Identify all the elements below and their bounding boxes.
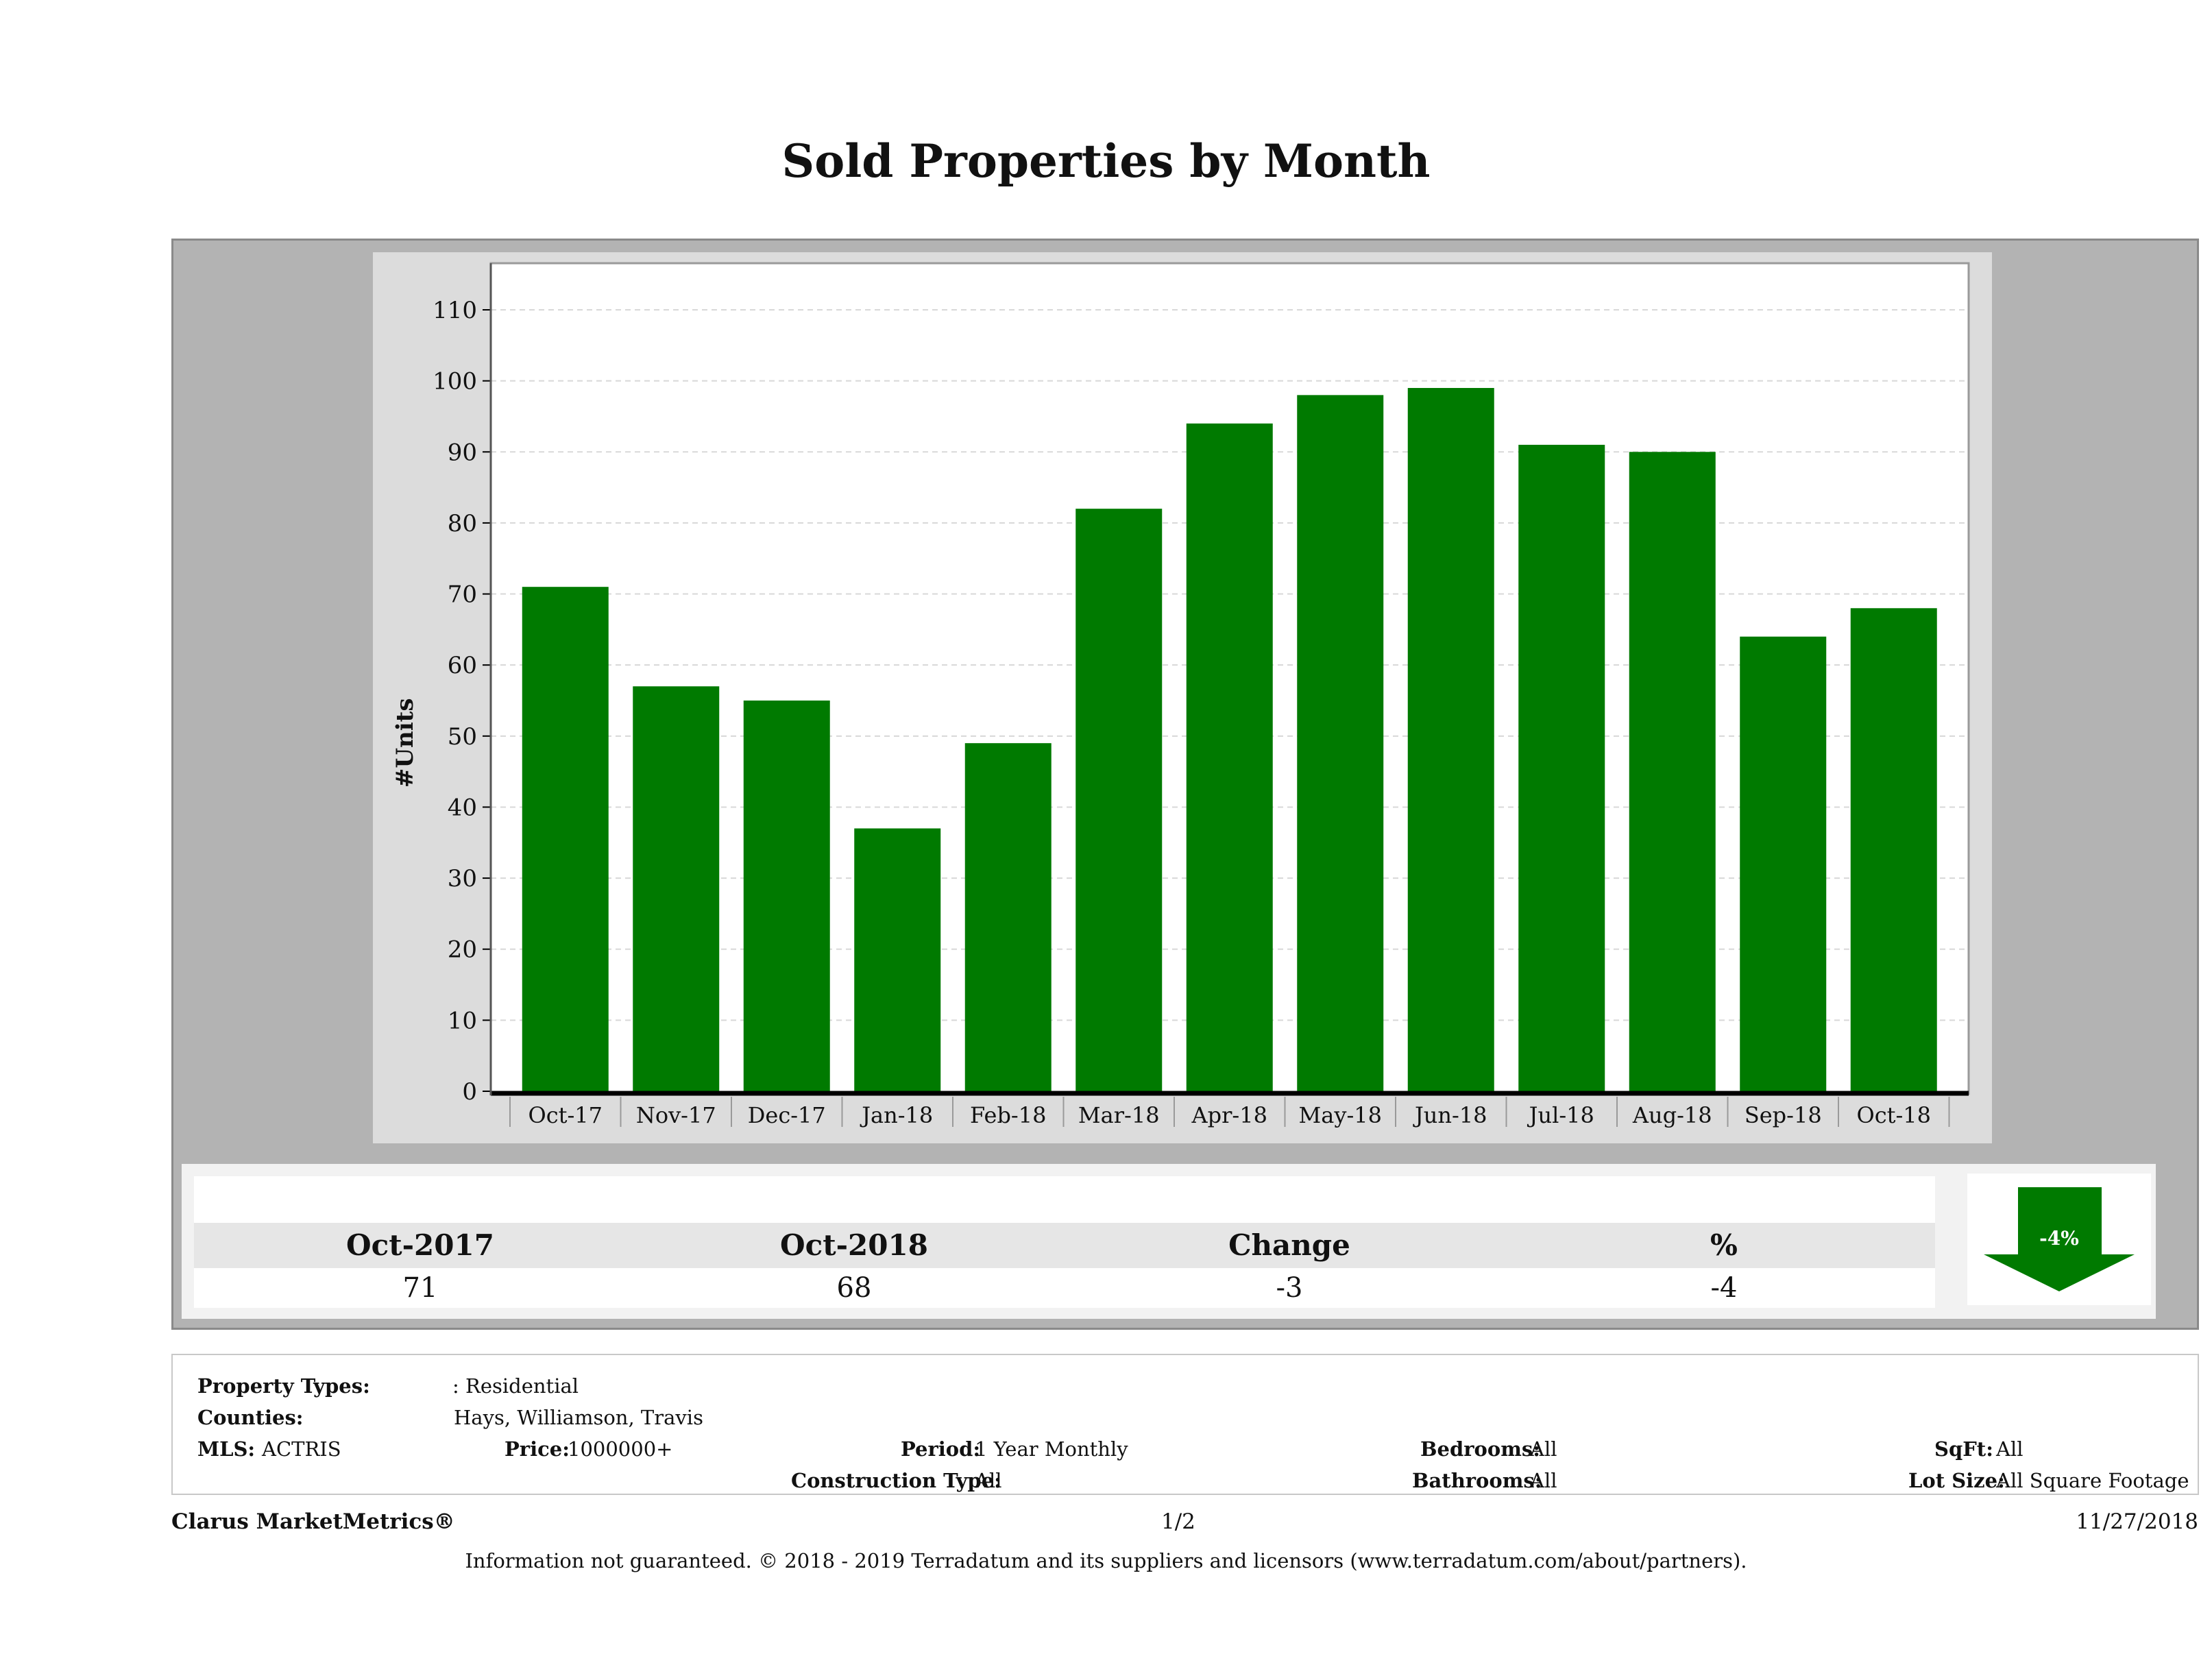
chart-title: Sold Properties by Month <box>781 134 1431 188</box>
x-tick-label-Mar-18: Mar-18 <box>1078 1102 1160 1128</box>
lot-size-value: All Square Footage <box>1996 1469 2189 1492</box>
bathrooms-label: Bathrooms: <box>1412 1469 1542 1492</box>
y-tick-label: 90 <box>448 439 477 466</box>
y-axis-title: #Units <box>391 698 419 788</box>
summary-header-curr-period: Oct-2018 <box>780 1228 928 1262</box>
price-value: 1000000+ <box>568 1437 673 1461</box>
chart-panel: 0 10 20 30 40 50 60 70 80 90 100 110 #Units Oct-17 Nov… <box>373 252 1992 1143</box>
summary-header-change: Change <box>1228 1228 1350 1262</box>
mls-value: ACTRIS <box>262 1437 341 1461</box>
x-tick-label-Jan-18: Jan-18 <box>860 1102 933 1128</box>
summary-value-prev-period: 71 <box>402 1272 438 1304</box>
property-types-value: : Residential <box>452 1374 579 1398</box>
lot-size-label: Lot Size: <box>1908 1469 2005 1492</box>
x-tick-label-Feb-18: Feb-18 <box>970 1102 1046 1128</box>
construction-type-value: All <box>975 1469 1002 1492</box>
x-tick-label-Nov-17: Nov-17 <box>636 1102 716 1128</box>
x-tick-label-Sep-18: Sep-18 <box>1745 1102 1822 1128</box>
x-tick-label-Apr-18: Apr-18 <box>1191 1102 1267 1128</box>
bar-Dec-17 <box>743 701 830 1091</box>
bedrooms-label: Bedrooms: <box>1420 1437 1540 1461</box>
x-tick-label-Jun-18: Jun-18 <box>1413 1102 1487 1128</box>
period-value: 1 Year Monthly <box>975 1437 1128 1461</box>
y-tick-label: 50 <box>448 723 477 751</box>
x-tick-label-Jul-18: Jul-18 <box>1527 1102 1594 1128</box>
x-tick-label-Aug-18: Aug-18 <box>1632 1102 1712 1128</box>
summary-value-percent: -4 <box>1710 1272 1738 1304</box>
y-tick-label: 40 <box>448 794 477 821</box>
trend-indicator: -4% <box>1967 1174 2151 1305</box>
price-label: Price: <box>505 1437 570 1461</box>
property-types-label: Property Types: <box>197 1374 370 1398</box>
bar-Oct-17 <box>522 587 609 1091</box>
sqft-label: SqFt: <box>1934 1437 1993 1461</box>
y-tick-label: 10 <box>448 1007 477 1034</box>
y-tick-label: 20 <box>448 936 477 964</box>
construction-type-label: Construction Type: <box>791 1469 1001 1492</box>
bar-Jan-18 <box>854 828 941 1091</box>
footer-disclaimer: Information not guaranteed. © 2018 - 201… <box>465 1549 1747 1572</box>
summary-value-row: 71 68 -3 -4 <box>194 1268 1935 1308</box>
mls-label: MLS: <box>197 1437 256 1461</box>
sqft-value: All <box>1996 1437 2023 1461</box>
bar-Jun-18 <box>1407 388 1494 1091</box>
bar-Nov-17 <box>633 686 720 1091</box>
down-arrow-icon <box>1984 1187 2135 1291</box>
y-tick-label: 100 <box>433 368 477 396</box>
bar-Feb-18 <box>964 743 1052 1091</box>
bar-Oct-18 <box>1850 608 1937 1091</box>
y-tick-label: 80 <box>448 510 477 537</box>
footer-brand: Clarus MarketMetrics® <box>171 1509 455 1534</box>
bar-Mar-18 <box>1075 509 1163 1091</box>
summary-header-percent: % <box>1710 1228 1738 1262</box>
x-tick-label-May-18: May-18 <box>1299 1102 1382 1128</box>
y-tick-label: 30 <box>448 865 477 892</box>
summary-header-prev-period: Oct-2017 <box>346 1228 494 1262</box>
counties-value: Hays, Williamson, Travis <box>454 1406 703 1429</box>
bar-Apr-18 <box>1186 423 1273 1091</box>
summary-header-row: Oct-2017 Oct-2018 Change % <box>194 1223 1935 1268</box>
y-tick-label: 110 <box>433 297 477 324</box>
summary-panel: Oct-2017 Oct-2018 Change % 71 68 -3 -4 -… <box>182 1164 2156 1319</box>
bar-Sep-18 <box>1740 636 1827 1091</box>
period-label: Period: <box>901 1437 981 1461</box>
bathrooms-value: All <box>1530 1469 1557 1492</box>
y-tick-label: 0 <box>462 1078 477 1106</box>
trend-percent-label: -4% <box>2039 1227 2079 1250</box>
summary-value-change: -3 <box>1276 1272 1303 1304</box>
summary-value-curr-period: 68 <box>836 1272 872 1304</box>
bar-Jul-18 <box>1518 444 1605 1091</box>
footer-date: 11/27/2018 <box>2076 1509 2198 1534</box>
y-tick-label: 70 <box>448 581 477 609</box>
y-tick-label: 60 <box>448 652 477 679</box>
bar-Aug-18 <box>1629 452 1716 1091</box>
counties-label: Counties: <box>197 1406 304 1429</box>
x-tick-label-Oct-18: Oct-18 <box>1856 1102 1931 1128</box>
report-filters: Property Types: : Residential Counties: … <box>171 1354 2199 1495</box>
summary-spacer <box>194 1176 1935 1223</box>
x-tick-label-Dec-17: Dec-17 <box>748 1102 826 1128</box>
footer-page-number: 1/2 <box>1161 1509 1195 1534</box>
bar-chart: 0 10 20 30 40 50 60 70 80 90 100 110 #Units Oct-17 Nov… <box>391 262 1970 1128</box>
x-tick-label-Oct-17: Oct-17 <box>528 1102 603 1128</box>
bedrooms-value: All <box>1530 1437 1557 1461</box>
bar-May-18 <box>1297 395 1384 1091</box>
